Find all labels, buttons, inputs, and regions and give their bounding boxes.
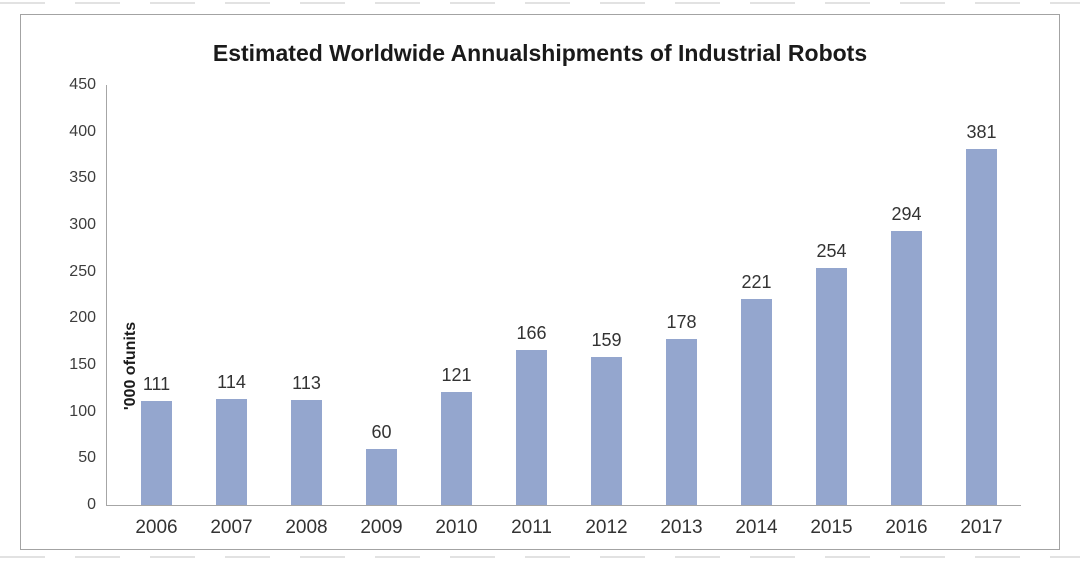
y-tick-label: 0 [87,496,96,513]
y-tick-label: 400 [69,122,96,140]
bar-value-label: 114 [217,371,246,392]
y-tick-label: 100 [69,402,96,420]
page-edge-dashes-bottom [0,556,1080,558]
page-edge-dashes-top [0,2,1080,4]
x-tick-label: 2014 [735,517,778,538]
chart-title: Estimated Worldwide Annualshipments of I… [212,40,868,66]
x-tick-label: 2016 [885,517,928,538]
bar-value-label: 111 [142,374,171,395]
bar-2013 [666,338,697,505]
bar-2017 [966,149,997,505]
y-tick-label: 450 [69,76,96,93]
bar-value-label: 60 [371,422,392,442]
x-tick-label: 2015 [810,517,853,538]
chart-frame: Estimated Worldwide Annualshipments of I… [20,14,1060,550]
y-tick-label: 350 [69,169,96,187]
bar-2007 [216,398,247,505]
x-tick-label: 2012 [585,517,628,538]
bar-value-label: 254 [816,240,847,261]
bar-value-label: 178 [666,311,697,332]
x-tick-label: 2010 [435,517,478,538]
x-tick-label: 2007 [210,517,253,538]
bar-value-label: 381 [966,122,997,143]
bar-value-label: 113 [292,372,321,393]
x-tick-label: 2009 [360,517,403,538]
bar-value-label: 166 [516,323,547,344]
x-tick-label: 2006 [135,517,178,538]
bar-value-label: 159 [591,329,622,350]
y-tick-label: 200 [69,309,96,327]
x-tick-label: 2013 [660,517,703,538]
x-tick-label: 2017 [960,517,1003,538]
plot-area: '000 ofunits 0 50 100 150 200 250 300 350 400 450… [69,76,1021,538]
bar-2011 [516,350,547,505]
y-tick-label: 250 [69,262,96,280]
y-tick-label: 300 [69,216,96,233]
bar-2008 [291,399,322,505]
bar-value-label: 121 [441,365,472,386]
bar-2015 [816,267,847,505]
bar-2006 [141,401,172,505]
y-tick-label: 50 [78,449,96,467]
bar-2010 [441,392,472,505]
bar-2014 [741,298,772,505]
bar-value-label: 294 [891,203,922,224]
x-tick-label: 2008 [285,517,328,538]
x-axis-line [106,505,1021,506]
x-tick-label: 2011 [511,517,552,538]
y-axis-title: '000 ofunits [122,321,139,411]
bar-2009 [366,449,397,505]
bar-2016 [891,230,922,505]
y-tick-label: 150 [69,356,96,373]
bar-value-label: 221 [741,271,772,292]
y-axis-line [106,85,107,505]
bar-2012 [591,356,622,505]
